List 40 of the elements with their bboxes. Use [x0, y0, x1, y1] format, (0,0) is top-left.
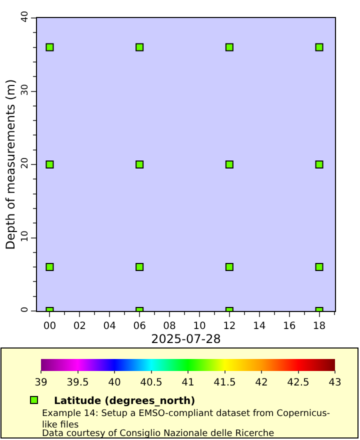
point	[46, 263, 54, 272]
text: Data courtesy of Consiglio Nazionale delle Ricerche	[42, 429, 275, 439]
x-tick-label: 02	[73, 321, 86, 332]
color-bar-label: 39	[34, 378, 48, 388]
x-tick-label: 00	[43, 321, 56, 332]
point	[225, 263, 234, 272]
color-bar-label: 42.5	[287, 378, 310, 388]
x-tick-label: 14	[253, 321, 266, 332]
point	[315, 160, 324, 168]
color-bar-label: 40	[108, 378, 121, 388]
y-axis-title: Depth of measurements (m)	[4, 79, 18, 250]
y-tick-label: 0	[20, 306, 30, 313]
y-tick-label: 40	[20, 10, 30, 22]
point	[225, 43, 234, 52]
point	[136, 160, 144, 168]
y-tick-label: 30	[20, 84, 30, 96]
y-tick-label: 10	[20, 230, 30, 242]
color-bar-label: 39.5	[66, 378, 89, 388]
x-tick-label: 12	[223, 321, 236, 332]
color-bar-label: 40.5	[140, 378, 162, 388]
x-tick-label: 04	[103, 321, 116, 332]
y-tick-label: 20	[20, 157, 30, 169]
point	[136, 263, 144, 272]
x-tick-label: 16	[282, 321, 296, 332]
point	[46, 160, 54, 168]
x-tick-label: 18	[312, 321, 326, 332]
color-bar-label: 43	[328, 378, 342, 388]
x-axis-title: 2025-07-28	[151, 332, 221, 346]
x-tick-label: 06	[133, 321, 146, 332]
color-bar-label: 42	[255, 378, 268, 388]
point	[46, 43, 54, 52]
x-tick-label: 08	[163, 321, 176, 332]
x-tick-label: 10	[193, 321, 206, 332]
point	[225, 160, 234, 168]
point	[315, 263, 324, 272]
point	[136, 43, 144, 52]
color-bar-label: 41	[182, 378, 194, 388]
legend-label: Latitude (degrees_north)	[54, 396, 196, 407]
color-bar-label: 41.5	[214, 378, 236, 388]
point	[315, 43, 324, 52]
